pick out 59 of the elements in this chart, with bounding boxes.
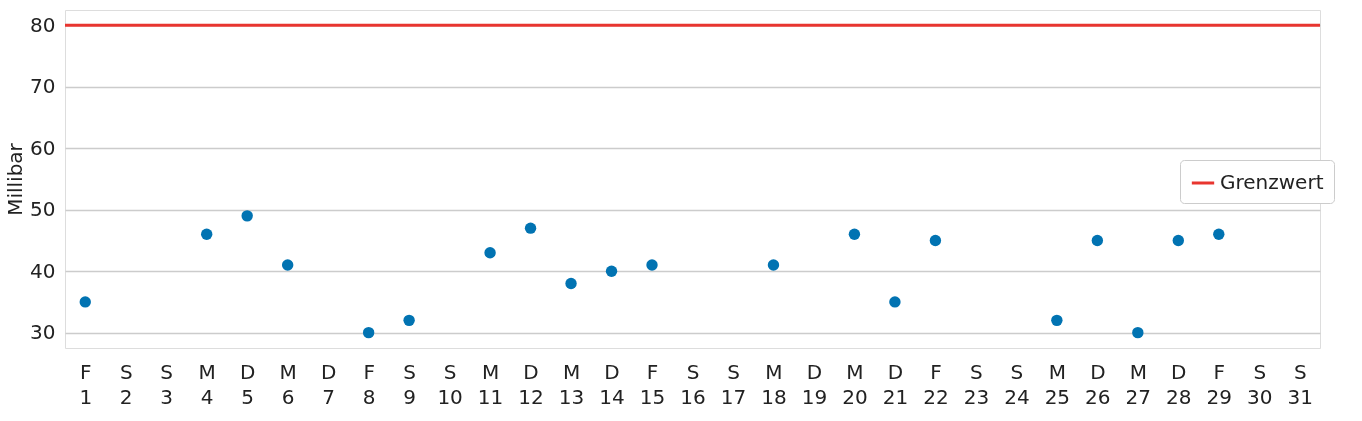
point bbox=[929, 234, 942, 247]
point bbox=[1051, 314, 1063, 327]
x-tick-label: D 21 bbox=[882, 359, 909, 409]
x-tick-label: D 26 bbox=[1085, 359, 1111, 409]
y-axis-title: Millibar bbox=[3, 142, 28, 216]
point bbox=[848, 228, 861, 240]
x-tick-label: D 14 bbox=[599, 359, 625, 409]
point bbox=[1132, 326, 1144, 339]
x-tick-label: D 12 bbox=[518, 359, 544, 409]
x-tick-label: F 29 bbox=[1206, 359, 1233, 409]
x-tick-label: S 24 bbox=[1004, 359, 1030, 409]
point bbox=[889, 296, 901, 308]
x-tick-label: M 4 bbox=[198, 359, 216, 409]
point bbox=[200, 228, 213, 240]
x-tick-label: M 6 bbox=[279, 359, 297, 409]
x-tick-label: S 9 bbox=[403, 359, 416, 409]
x-tick-label: S 10 bbox=[437, 359, 463, 409]
x-tick-label: S 16 bbox=[680, 359, 706, 409]
y-tick-label: 40 bbox=[30, 258, 56, 283]
x-tick-label: M 18 bbox=[761, 359, 787, 409]
y-tick-label: 30 bbox=[30, 320, 56, 345]
x-tick-label: M 27 bbox=[1125, 359, 1152, 409]
point bbox=[281, 259, 294, 271]
point bbox=[605, 265, 618, 277]
point bbox=[362, 326, 375, 339]
point bbox=[646, 259, 658, 271]
point bbox=[241, 210, 253, 222]
y-tick-label: 70 bbox=[30, 74, 56, 99]
x-tick-label: M 11 bbox=[477, 359, 504, 409]
point bbox=[1213, 228, 1225, 240]
x-tick-label: F 15 bbox=[639, 359, 666, 409]
point bbox=[565, 277, 577, 290]
point bbox=[1172, 234, 1185, 247]
point bbox=[403, 314, 415, 327]
x-tick-label: F 22 bbox=[923, 359, 949, 409]
y-tick-label: 80 bbox=[30, 12, 56, 37]
x-tick-label: F 1 bbox=[79, 359, 93, 409]
x-tick-label: D 19 bbox=[801, 359, 828, 409]
x-tick-label: S 2 bbox=[119, 359, 133, 409]
point bbox=[484, 247, 496, 259]
x-tick-label: S 17 bbox=[720, 359, 747, 409]
point bbox=[79, 296, 91, 308]
x-tick-label: F 8 bbox=[362, 359, 376, 409]
point bbox=[1091, 234, 1104, 247]
x-tick-label: S 31 bbox=[1287, 359, 1313, 409]
x-tick-label: D 5 bbox=[239, 359, 256, 409]
x-tick-label: M 25 bbox=[1044, 359, 1071, 409]
point bbox=[767, 259, 780, 271]
x-tick-label: M 13 bbox=[558, 359, 585, 409]
x-tick-label: S 3 bbox=[160, 359, 174, 409]
x-tick-label: D 7 bbox=[320, 359, 337, 409]
y-tick-label: 50 bbox=[30, 197, 56, 222]
x-tick-label: S 30 bbox=[1247, 359, 1273, 409]
x-tick-label: D 28 bbox=[1166, 359, 1192, 409]
point bbox=[524, 222, 537, 234]
x-tick-label: M 20 bbox=[842, 359, 868, 409]
x-tick-label: S 23 bbox=[963, 359, 990, 409]
legend-label: Grenzwert bbox=[1220, 170, 1324, 194]
y-tick-label: 60 bbox=[30, 135, 56, 160]
